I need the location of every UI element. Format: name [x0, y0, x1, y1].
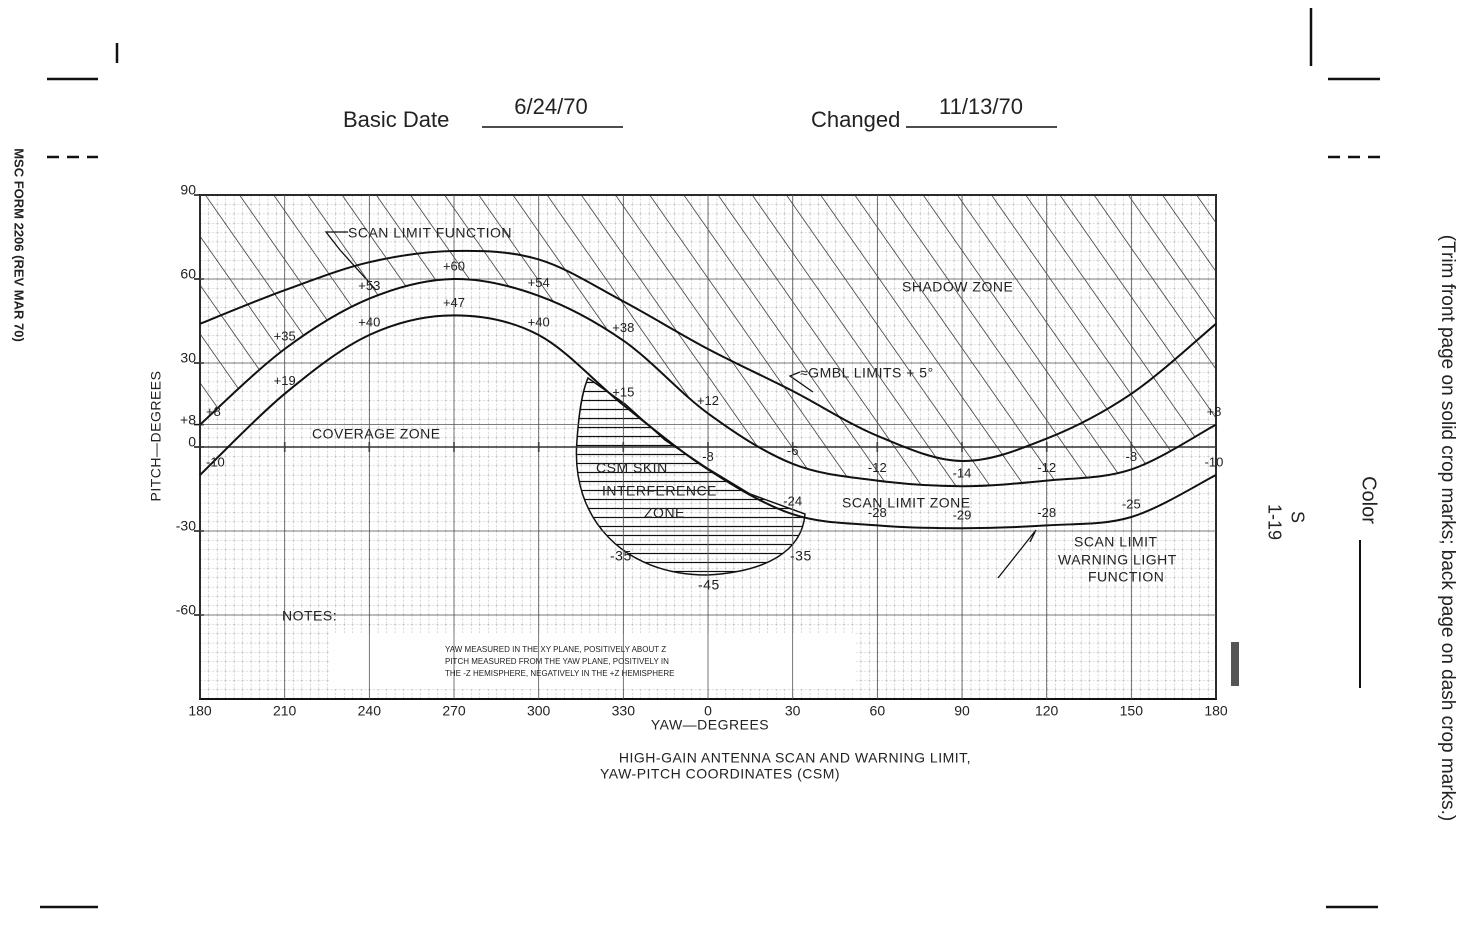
x-tick-label: 60 — [870, 703, 886, 719]
data-label: +8 — [206, 404, 221, 419]
x-tick-label: 270 — [442, 703, 466, 719]
data-label: +8 — [1207, 404, 1222, 419]
data-label: -14 — [953, 466, 972, 481]
data-label: +54 — [528, 275, 550, 290]
annotation: WARNING LIGHT — [1058, 552, 1177, 568]
x-tick-label: 0 — [704, 703, 712, 719]
y-tick-label: 0 — [188, 434, 196, 450]
annotation: CSM SKIN — [596, 460, 668, 476]
color-label: Color — [1358, 476, 1380, 524]
x-tick-label: 150 — [1120, 703, 1144, 719]
y-tick-label: 90 — [180, 182, 196, 198]
notes-line: THE -Z HEMISPHERE, NEGATIVELY IN THE +Z … — [445, 669, 674, 678]
data-label: -6 — [787, 443, 799, 458]
annotation: SHADOW ZONE — [902, 279, 1013, 295]
x-tick-label: 240 — [358, 703, 382, 719]
changed-label: Changed — [811, 107, 900, 132]
x-tick-label: 210 — [273, 703, 297, 719]
page-number: 1-19 — [1264, 504, 1284, 540]
annotation: INTERFERENCE — [602, 483, 717, 499]
notes-line: PITCH MEASURED FROM THE YAW PLANE, POSIT… — [445, 657, 669, 666]
leaders — [324, 231, 1037, 579]
data-label: -24 — [783, 494, 802, 509]
x-tick-label: 300 — [527, 703, 551, 719]
x-tick-label: 30 — [785, 703, 801, 719]
y-tick-label: 30 — [180, 350, 196, 366]
x-tick-label: 180 — [188, 703, 212, 719]
annotation: ZONE — [644, 505, 685, 521]
annotation: -45 — [698, 577, 720, 593]
basic-date-label: Basic Date — [343, 107, 449, 132]
data-label: +19 — [274, 373, 296, 388]
annotation: SCAN LIMIT FUNCTION — [348, 225, 512, 241]
notes-box — [330, 633, 855, 689]
data-label: -8 — [1126, 449, 1138, 464]
x-tick-label: 180 — [1204, 703, 1228, 719]
page-section: S — [1287, 511, 1307, 523]
data-label: +40 — [528, 314, 550, 329]
x-tick-label: 120 — [1035, 703, 1059, 719]
data-label: -25 — [1122, 496, 1141, 511]
curve — [199, 249, 1217, 463]
csm-skin-zone — [575, 376, 806, 576]
data-label: -28 — [1037, 505, 1056, 520]
y-tick-label: -60 — [176, 602, 196, 618]
data-label: +60 — [443, 258, 465, 273]
notes-line: YAW MEASURED IN THE XY PLANE, POSITIVELY… — [445, 645, 666, 654]
notes-heading: NOTES: — [282, 608, 337, 624]
data-label: -10 — [1205, 454, 1224, 469]
crop-marks — [40, 8, 1384, 909]
y-tick-label: +8 — [180, 411, 196, 427]
curve — [199, 277, 1217, 488]
basic-date: 6/24/70 — [514, 94, 587, 119]
data-label: +53 — [358, 278, 380, 293]
annotation: -35 — [610, 548, 632, 564]
x-tick-label: 90 — [954, 703, 970, 719]
data-label: +38 — [612, 320, 634, 335]
data-label: -10 — [206, 454, 225, 469]
trim-note: (Trim front page on solid crop marks; ba… — [1437, 235, 1458, 821]
data-label: +12 — [697, 393, 719, 408]
data-label: -12 — [1037, 460, 1056, 475]
form-number: MSC FORM 2206 (REV MAR 70) — [12, 148, 27, 342]
data-label: -28 — [868, 505, 887, 520]
data-label: -12 — [868, 460, 887, 475]
data-label: -29 — [953, 508, 972, 523]
data-label: +47 — [443, 295, 465, 310]
y-tick-label: 60 — [180, 266, 196, 282]
chart: 90 60 30 +8 0 -30 -60 180 210 240 270 300 330 0 30 60 90… — [148, 182, 1228, 782]
data-label: +15 — [612, 384, 634, 399]
data-label: +35 — [274, 328, 296, 343]
chart-title: HIGH-GAIN ANTENNA SCAN AND WARNING LIMIT… — [619, 750, 971, 766]
annotation: SCAN LIMIT — [1074, 534, 1158, 550]
annotation: ≈GMBL LIMITS + 5° — [800, 365, 934, 381]
x-tick-label: 330 — [612, 703, 636, 719]
annotation: FUNCTION — [1088, 569, 1164, 585]
data-label: -8 — [702, 449, 714, 464]
x-axis-label: YAW—DEGREES — [651, 717, 769, 733]
changed-date: 11/13/70 — [939, 94, 1023, 119]
annotation: -35 — [790, 548, 812, 564]
curve — [199, 314, 1217, 530]
y-axis-label: PITCH—DEGREES — [148, 371, 164, 502]
y-tick-label: -30 — [176, 518, 196, 534]
annotation: COVERAGE ZONE — [312, 426, 441, 442]
annotation: SCAN LIMIT ZONE — [842, 495, 971, 511]
data-label: +40 — [358, 314, 380, 329]
chart-title: YAW-PITCH COORDINATES (CSM) — [600, 766, 840, 782]
